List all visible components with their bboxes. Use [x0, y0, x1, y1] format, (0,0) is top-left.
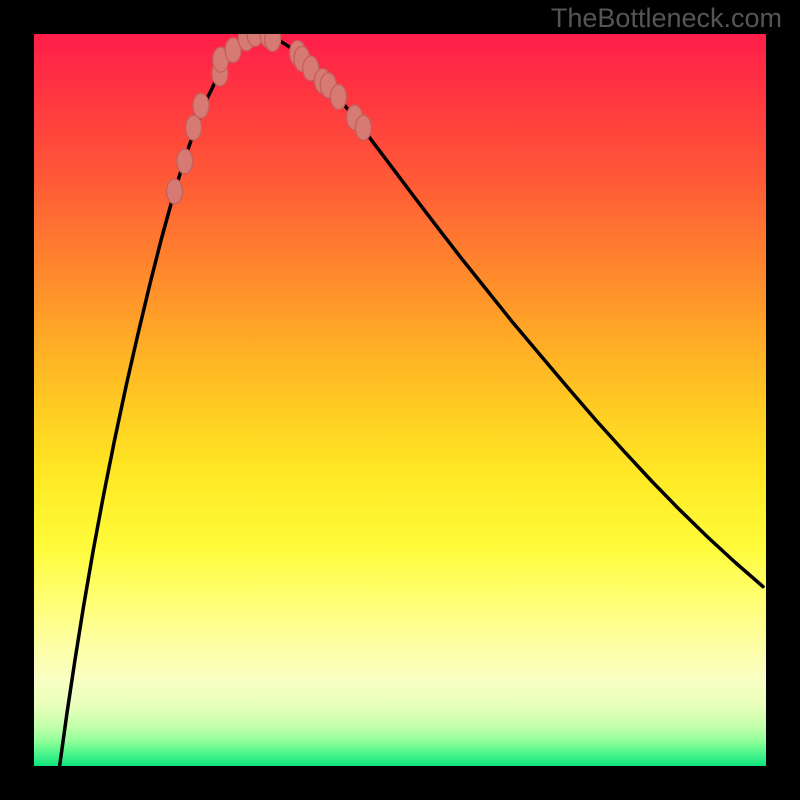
chart-frame: TheBottleneck.com [0, 0, 800, 800]
marker-dot [167, 179, 183, 204]
marker-dot [265, 34, 281, 52]
marker-dot [355, 115, 371, 140]
gradient-background [34, 34, 766, 766]
chart-svg [34, 34, 766, 766]
marker-dot [177, 149, 193, 174]
marker-dot [186, 115, 202, 140]
watermark-text: TheBottleneck.com [551, 3, 782, 34]
plot-area [34, 34, 766, 766]
marker-dot [331, 84, 347, 109]
marker-dot [193, 93, 209, 118]
